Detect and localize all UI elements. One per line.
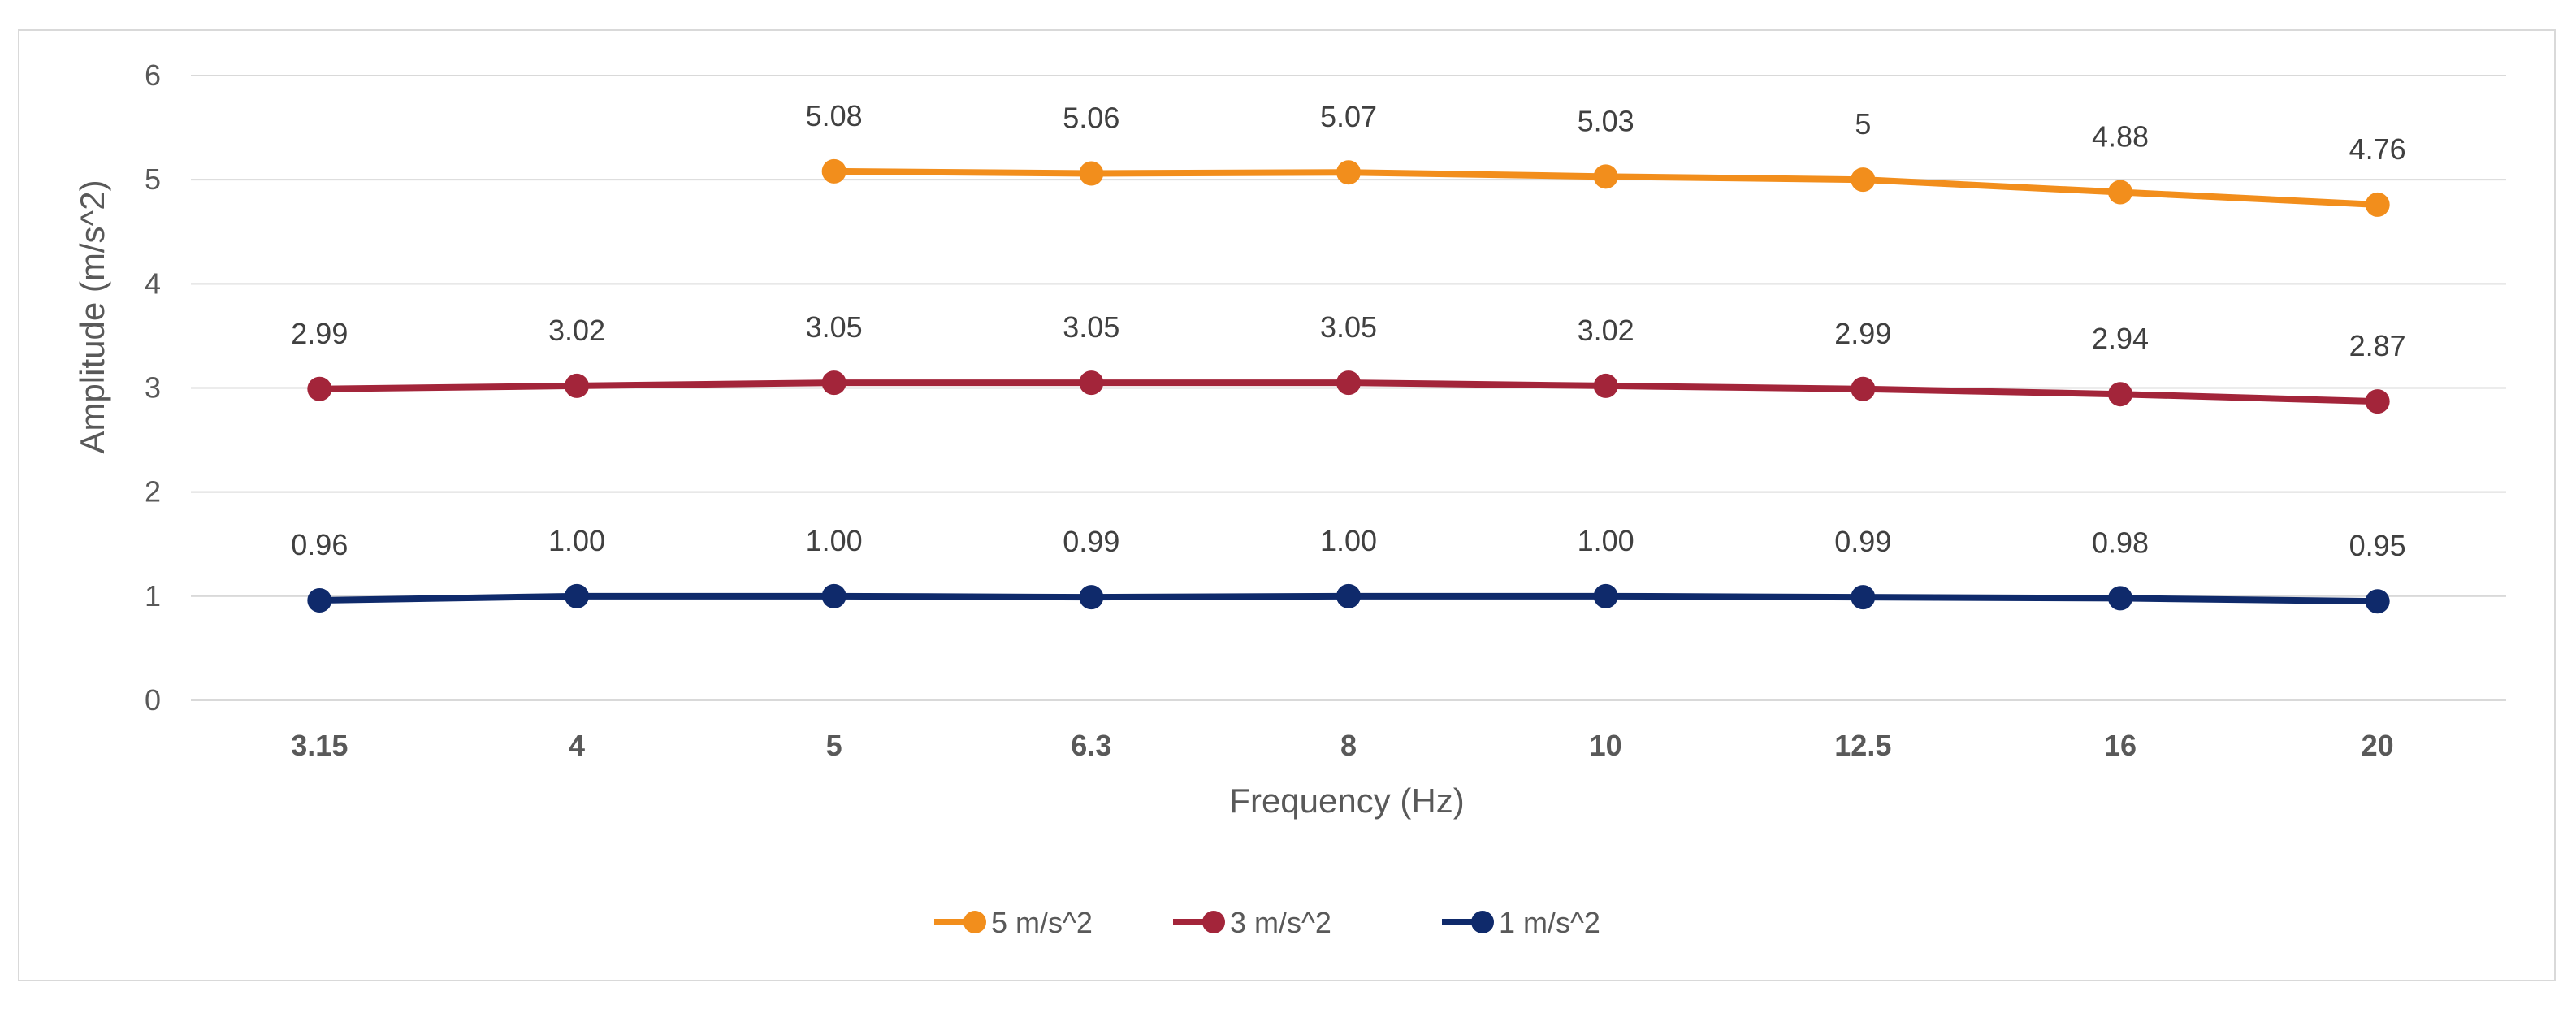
data-label: 3.05	[806, 310, 863, 344]
data-label: 5.06	[1063, 101, 1119, 134]
data-point	[307, 587, 332, 613]
legend-entry: 3 m/s^2	[1173, 906, 1331, 939]
data-point	[2108, 180, 2132, 205]
data-point	[821, 583, 846, 608]
data-point	[1336, 160, 1361, 185]
legend-swatch-marker	[1471, 911, 1494, 933]
data-point	[565, 373, 589, 398]
data-label: 2.99	[291, 317, 348, 350]
data-point	[1851, 167, 1876, 193]
y-axis-ticks: 0 1 2 3 4 5 6	[145, 58, 161, 717]
x-tick-label: 8	[1340, 729, 1357, 762]
data-label: 1.00	[806, 524, 863, 557]
data-label: 0.98	[2092, 526, 2149, 559]
data-point	[1336, 370, 1361, 396]
x-tick-label: 20	[2362, 729, 2394, 762]
data-point	[821, 370, 846, 396]
y-tick-label: 3	[145, 371, 161, 405]
data-point	[1851, 376, 1876, 401]
y-tick-label: 4	[145, 266, 161, 300]
data-point	[307, 376, 332, 401]
data-label: 2.94	[2092, 322, 2149, 355]
x-tick-label: 12.5	[1834, 729, 1891, 762]
data-point	[2365, 192, 2390, 217]
data-point	[1851, 585, 1876, 610]
x-axis-ticks: 3.15 4 5 6.3 8 10 12.5 16 20	[291, 729, 2393, 762]
data-label: 1.00	[548, 524, 605, 557]
series-group	[821, 158, 2390, 217]
data-point	[2108, 382, 2132, 407]
y-tick-label: 6	[145, 58, 161, 92]
data-point	[821, 158, 846, 184]
legend: 5 m/s^2 3 m/s^2 1 m/s^2	[934, 906, 1600, 939]
legend-swatch-marker	[963, 911, 986, 933]
data-point	[1079, 585, 1104, 610]
data-label: 5.07	[1320, 100, 1377, 133]
data-label: 0.96	[291, 528, 348, 561]
legend-swatch-marker	[1202, 911, 1225, 933]
x-tick-label: 16	[2104, 729, 2137, 762]
data-label: 4.88	[2092, 120, 2149, 154]
series-group	[307, 583, 2390, 614]
series	[307, 158, 2390, 614]
data-label: 0.95	[2349, 529, 2406, 562]
x-tick-label: 5	[826, 729, 842, 762]
y-tick-label: 1	[145, 579, 161, 613]
data-point	[565, 583, 589, 608]
chart-frame	[18, 29, 2556, 981]
data-label: 0.99	[1063, 525, 1119, 558]
legend-label: 1 m/s^2	[1499, 906, 1600, 939]
x-tick-label: 3.15	[291, 729, 348, 762]
data-label: 5	[1855, 107, 1871, 141]
data-label: 1.00	[1320, 524, 1377, 557]
legend-label: 3 m/s^2	[1230, 906, 1331, 939]
data-label: 1.00	[1578, 524, 1634, 557]
data-label: 5.03	[1578, 104, 1634, 137]
y-tick-label: 5	[145, 162, 161, 196]
data-point	[1079, 370, 1104, 396]
data-label: 2.99	[1834, 317, 1891, 350]
x-axis-title: Frequency (Hz)	[1229, 782, 1464, 820]
data-point	[2365, 389, 2390, 414]
y-axis-title: Amplitude (m/s^2)	[73, 180, 111, 453]
x-tick-label: 10	[1590, 729, 1622, 762]
data-label: 4.76	[2349, 132, 2406, 166]
legend-label: 5 m/s^2	[991, 906, 1093, 939]
legend-entry: 1 m/s^2	[1442, 906, 1600, 939]
y-tick-label: 0	[145, 683, 161, 717]
data-label: 3.02	[548, 314, 605, 347]
x-tick-label: 4	[569, 729, 585, 762]
data-point	[1593, 373, 1618, 398]
data-label: 3.05	[1320, 310, 1377, 344]
series-group	[307, 370, 2390, 414]
x-tick-label: 6.3	[1071, 729, 1111, 762]
data-labels: 5.08 5.06 5.07 5.03 5 4.88 4.76 2.99 3.02 3.05 3.0…	[291, 99, 2405, 562]
data-point	[1079, 161, 1104, 186]
data-label: 3.02	[1578, 314, 1634, 347]
data-label: 5.08	[806, 99, 863, 132]
data-point	[2365, 589, 2390, 614]
data-label: 0.99	[1834, 525, 1891, 558]
data-point	[2108, 586, 2132, 611]
y-tick-label: 2	[145, 475, 161, 509]
data-point	[1593, 164, 1618, 189]
data-label: 2.87	[2349, 329, 2406, 362]
data-point	[1593, 583, 1618, 608]
data-label: 3.05	[1063, 310, 1119, 344]
data-point	[1336, 583, 1361, 608]
legend-entry: 5 m/s^2	[934, 906, 1093, 939]
